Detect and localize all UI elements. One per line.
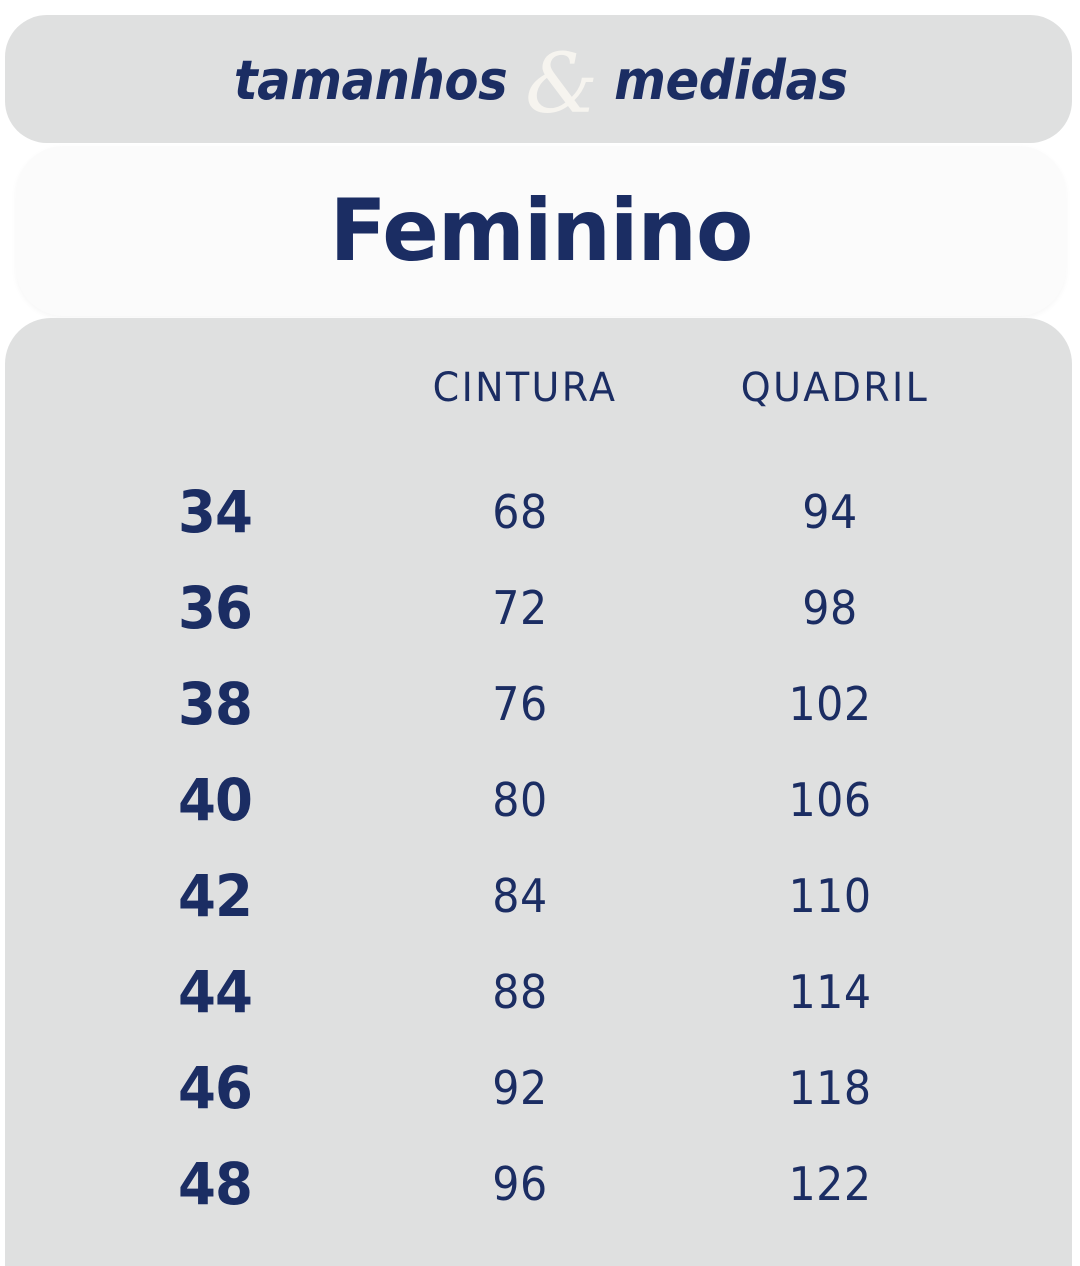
header-panel	[5, 15, 1072, 143]
cell-size: 38	[178, 670, 253, 738]
table-row: 44 88 114	[5, 944, 1072, 1040]
table-row: 48 96 122	[5, 1136, 1072, 1232]
script-heading-word-medidas: medidas	[614, 49, 848, 112]
cell-size: 42	[178, 862, 253, 930]
cell-hip: 94	[802, 485, 858, 539]
cell-waist: 76	[492, 677, 548, 731]
column-header-quadril: QUADRIL	[740, 365, 930, 411]
script-heading: tamanhos & medidas	[0, 40, 1080, 126]
table-row: 36 72 98	[5, 560, 1072, 656]
cell-size: 48	[178, 1150, 253, 1218]
cell-waist: 92	[492, 1061, 548, 1115]
cell-size: 40	[178, 766, 253, 834]
cell-size: 44	[178, 958, 253, 1026]
table-panel	[5, 318, 1072, 1266]
cell-waist: 84	[492, 869, 548, 923]
cell-waist: 72	[492, 581, 548, 635]
column-header-cintura: CINTURA	[432, 365, 618, 411]
cell-size: 46	[178, 1054, 253, 1122]
cell-hip: 110	[788, 869, 872, 923]
table-header-row: CINTURA QUADRIL	[5, 358, 1072, 418]
cell-hip: 98	[802, 581, 858, 635]
table-row: 34 68 94	[5, 464, 1072, 560]
size-table: CINTURA QUADRIL 34 68 94 36 72 98 38 76 …	[5, 318, 1072, 1266]
table-row: 42 84 110	[5, 848, 1072, 944]
cell-hip: 122	[788, 1157, 872, 1211]
cell-waist: 80	[492, 773, 548, 827]
cell-waist: 68	[492, 485, 548, 539]
cell-waist: 96	[492, 1157, 548, 1211]
cell-size: 36	[178, 574, 253, 642]
cell-hip: 118	[788, 1061, 872, 1115]
table-row: 46 92 118	[5, 1040, 1072, 1136]
script-heading-word-tamanhos: tamanhos	[233, 49, 508, 112]
cell-hip: 102	[788, 677, 872, 731]
cell-waist: 88	[492, 965, 548, 1019]
title-card	[16, 146, 1066, 316]
cell-hip: 106	[788, 773, 872, 827]
cell-size: 34	[178, 478, 253, 546]
ampersand-glyph: &	[525, 37, 599, 132]
table-row: 40 80 106	[5, 752, 1072, 848]
table-row: 38 76 102	[5, 656, 1072, 752]
cell-hip: 114	[788, 965, 872, 1019]
table-body: 34 68 94 36 72 98 38 76 102 40 80 106 42…	[5, 464, 1072, 1232]
page-title: Feminino	[329, 181, 754, 281]
